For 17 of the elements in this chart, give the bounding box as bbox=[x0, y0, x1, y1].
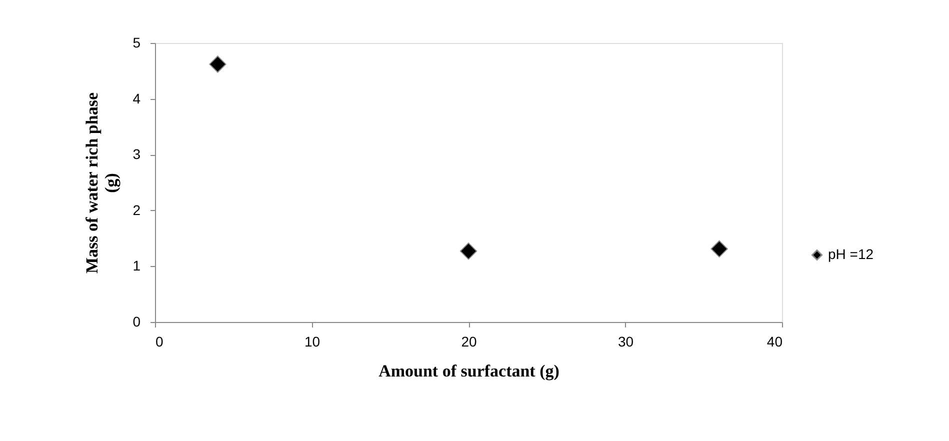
point bbox=[710, 240, 728, 258]
y-axis-title: Mass of water rich phase (g) bbox=[82, 92, 121, 274]
y-tick-label: 3 bbox=[132, 146, 141, 162]
point bbox=[460, 242, 478, 260]
legend-label: pH =12 bbox=[828, 246, 874, 262]
x-tick-label: 40 bbox=[766, 334, 783, 350]
y-tick-label: 2 bbox=[132, 202, 141, 218]
x-tick-label: 30 bbox=[618, 334, 634, 350]
point bbox=[209, 56, 226, 73]
y-tick-label: 1 bbox=[132, 258, 141, 274]
x-tick-label: 0 bbox=[156, 334, 164, 350]
y-tick-label: 5 bbox=[132, 34, 141, 50]
x-tick-label: 20 bbox=[461, 334, 477, 350]
y-tick-label: 4 bbox=[132, 90, 141, 106]
x-axis-title: Amount of surfactant (g) bbox=[378, 362, 560, 380]
x-tick-label: 10 bbox=[304, 334, 320, 350]
y-tick-label: 0 bbox=[132, 314, 141, 330]
